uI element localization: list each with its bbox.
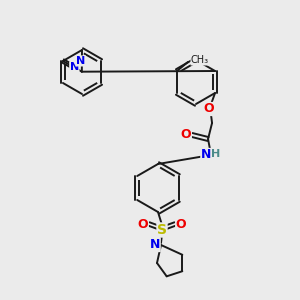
Text: O: O xyxy=(181,128,191,142)
Text: N: N xyxy=(150,238,160,251)
Text: H: H xyxy=(212,149,221,159)
Text: N: N xyxy=(70,62,79,72)
Text: CH₃: CH₃ xyxy=(191,55,209,65)
Text: O: O xyxy=(204,103,214,116)
Text: S: S xyxy=(157,223,167,237)
Text: O: O xyxy=(176,218,186,230)
Text: N: N xyxy=(76,56,86,66)
Text: O: O xyxy=(138,218,148,230)
Text: N: N xyxy=(201,148,211,161)
